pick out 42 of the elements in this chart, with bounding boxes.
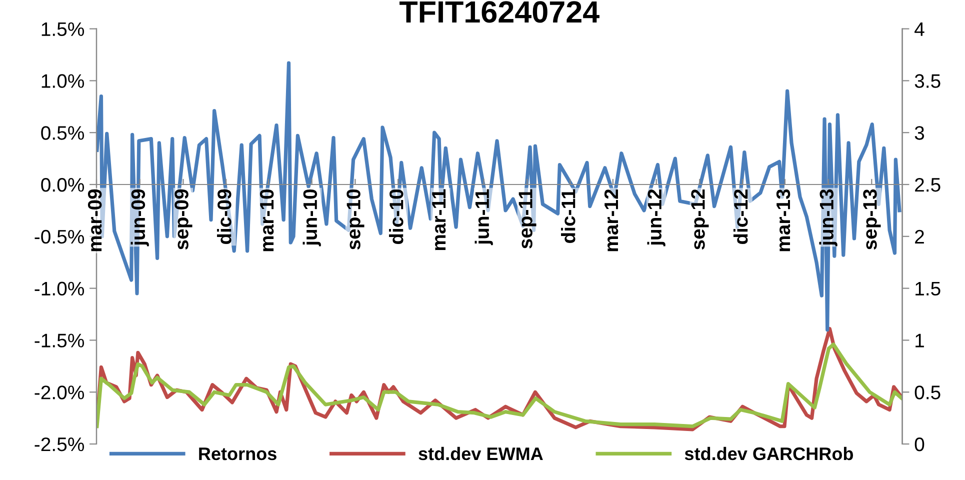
y-tick-label: 0.5% <box>41 126 84 140</box>
x-tick-label: dic-10 <box>389 189 404 244</box>
x-tick-label: jun-11 <box>474 189 493 246</box>
x-tick-label: mar-11 <box>432 189 446 250</box>
y2-tick-label: 0.5 <box>914 386 940 400</box>
x-tick-label: jun-12 <box>647 189 666 246</box>
x-tick-label: jun-13 <box>819 189 838 246</box>
chart-title: TFIT16240724 <box>400 1 600 23</box>
legend-label: Retornos <box>199 448 276 460</box>
x-tick-label: jun-10 <box>302 189 321 246</box>
y-tick-label: 1.0% <box>42 74 84 88</box>
y-tick-label: 0.0% <box>41 178 84 192</box>
legend-label: std.dev GARCHRob <box>684 446 854 460</box>
x-tick-label: sep-09 <box>174 189 192 250</box>
y2-tick-label: 1 <box>916 334 924 348</box>
y-tick-label: -2.0% <box>34 386 84 400</box>
y-tick-label: -0.5% <box>34 230 84 244</box>
x-tick-label: dic-12 <box>733 189 748 244</box>
x-tick-label: mar-10 <box>260 189 274 252</box>
line-series <box>96 342 902 428</box>
x-tick-label: sep-10 <box>346 189 364 250</box>
y2-tick-label: 3 <box>914 126 924 140</box>
x-tick-label: mar-09 <box>88 189 102 252</box>
y2-tick-label: 3.5 <box>914 74 940 88</box>
y2-tick-label: 2 <box>915 230 924 244</box>
y2-tick-label: 0 <box>914 437 924 452</box>
x-tick-label: sep-13 <box>863 189 881 250</box>
x-tick-label: sep-12 <box>691 189 709 250</box>
y2-tick-label: 1.5 <box>916 282 940 296</box>
y2-tick-label: 4 <box>914 22 924 36</box>
x-tick-label: mar-12 <box>604 189 618 252</box>
x-tick-label: dic-09 <box>217 189 232 244</box>
x-tick-label: jun-09 <box>130 189 149 246</box>
legend-label: std.dev EWMA <box>418 446 543 460</box>
x-tick-label: mar-13 <box>776 189 790 252</box>
y-tick-label: 1.5% <box>42 22 84 36</box>
y-tick-label: -1.0% <box>34 282 84 296</box>
x-tick-label: sep-11 <box>518 189 536 249</box>
y-tick-label: -2.5% <box>34 437 84 452</box>
y-tick-label: -1.5% <box>34 334 84 348</box>
y2-tick-label: 2.5 <box>915 178 940 192</box>
x-tick-label: dic-11 <box>561 189 576 243</box>
